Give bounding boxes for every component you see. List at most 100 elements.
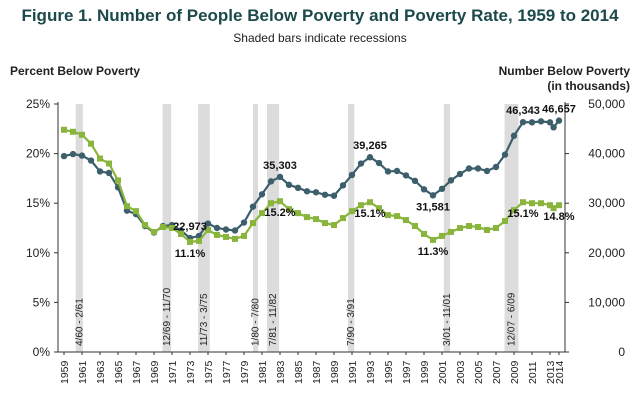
data-point: [537, 118, 545, 125]
data-point: [411, 177, 419, 185]
recession-label: 4/60 - 2/61: [74, 298, 85, 346]
data-point: [367, 199, 373, 206]
left-tick-label: 5%: [33, 295, 51, 309]
data-point: [493, 225, 499, 231]
data-point: [385, 212, 391, 219]
data-label: 11.3%: [418, 246, 449, 258]
data-point: [285, 181, 293, 189]
data-point: [538, 200, 544, 207]
x-tick-label: 1987: [311, 360, 323, 384]
data-point: [421, 230, 427, 237]
x-tick-label: 1993: [365, 360, 377, 384]
x-tick-label: 2005: [473, 360, 485, 384]
x-tick-label: 1997: [401, 360, 413, 384]
data-point: [349, 208, 355, 215]
data-point: [438, 185, 446, 193]
data-point: [124, 203, 130, 210]
recession-band: [443, 104, 451, 352]
data-point: [357, 160, 365, 167]
data-point: [375, 159, 383, 167]
left-tick-label: 15%: [26, 196, 50, 210]
data-point: [556, 202, 562, 209]
data-point: [115, 177, 121, 184]
x-tick-label: 1977: [221, 360, 233, 384]
data-point: [322, 220, 328, 227]
data-point: [550, 205, 557, 212]
data-point: [204, 220, 212, 227]
x-tick-label: 2003: [455, 360, 467, 384]
data-point: [277, 198, 283, 205]
data-point: [213, 224, 221, 232]
data-point: [358, 202, 364, 209]
data-point: [529, 200, 535, 207]
right-axis-title: Number Below Poverty (in thousands): [499, 64, 630, 94]
data-point: [96, 168, 104, 175]
right-tick-label: 10,000: [588, 295, 625, 309]
right-tick-label: 0: [618, 345, 625, 359]
data-point: [276, 173, 284, 181]
x-tick-label: 1973: [185, 360, 197, 384]
data-point: [106, 160, 112, 167]
data-point: [339, 182, 347, 189]
data-point: [483, 167, 491, 175]
data-point: [133, 208, 139, 215]
data-label: 46,657: [542, 104, 576, 116]
right-axis-title-line1: Number Below Poverty: [498, 64, 630, 78]
data-point: [550, 124, 557, 131]
data-point: [61, 126, 67, 133]
recession-label: 7/90 - 3/91: [346, 298, 357, 346]
data-point: [249, 203, 257, 210]
series-line: [63, 128, 560, 244]
data-label: 15.1%: [354, 208, 385, 220]
recession-label: 12/07 - 6/09: [507, 292, 518, 346]
right-tick-label: 40,000: [588, 147, 625, 161]
data-point: [439, 232, 445, 239]
x-tick-label: 1979: [239, 360, 251, 384]
chart-title: Figure 1. Number of People Below Poverty…: [21, 6, 619, 25]
data-point: [222, 226, 230, 233]
x-tick-label: 2014: [554, 360, 566, 384]
left-axis-title: Percent Below Poverty: [10, 64, 141, 78]
x-tick-label: 1983: [275, 360, 287, 384]
data-point: [393, 167, 401, 175]
series-line: [63, 119, 560, 240]
data-label: 15.1%: [507, 208, 538, 220]
data-point: [402, 172, 410, 179]
data-point: [457, 225, 463, 231]
data-point: [501, 151, 509, 158]
data-point: [502, 218, 508, 225]
left-tick-label: 0%: [33, 345, 51, 359]
data-point: [294, 184, 302, 192]
chart-subtitle: Shaded bars indicate recessions: [233, 31, 407, 45]
x-tick-label: 1989: [329, 360, 341, 384]
data-point: [475, 224, 481, 231]
x-tick-label: 1965: [113, 360, 125, 384]
data-point: [241, 232, 247, 239]
data-label: 22,973: [173, 221, 207, 233]
left-tick-label: 20%: [26, 147, 50, 161]
data-point: [348, 171, 356, 179]
x-tick-label: 1985: [293, 360, 305, 384]
data-point: [205, 226, 211, 233]
data-point: [69, 150, 77, 158]
data-point: [312, 189, 320, 196]
recession-band: [75, 104, 83, 352]
recession-band: [253, 104, 258, 352]
x-tick-label: 2007: [491, 360, 503, 384]
recession-band: [504, 104, 519, 352]
data-point: [465, 165, 473, 172]
data-label: 15.2%: [264, 207, 295, 219]
x-tick-label: 1959: [59, 360, 71, 384]
data-point: [304, 214, 310, 221]
data-point: [321, 191, 329, 198]
data-point: [331, 222, 337, 229]
data-point: [105, 169, 113, 177]
data-point: [60, 152, 68, 160]
x-tick-label: 2013: [545, 360, 557, 384]
x-tick-label: 1967: [131, 360, 143, 384]
data-label: 31,581: [416, 201, 450, 213]
data-point: [303, 188, 311, 195]
data-point: [456, 170, 464, 178]
data-point: [519, 118, 527, 126]
